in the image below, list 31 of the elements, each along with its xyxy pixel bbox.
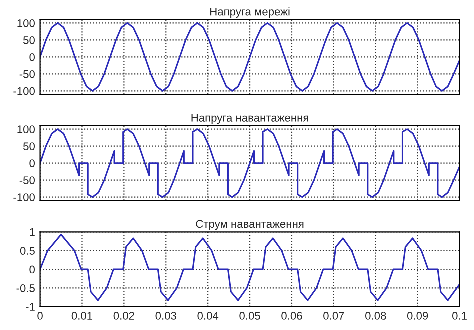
y-tick-label: 100	[18, 19, 35, 28]
chart-title: Струм навантаження	[196, 220, 304, 230]
line-series	[40, 128, 460, 198]
x-tick-label: 0.1	[452, 312, 467, 320]
x-tick-label: 0	[38, 312, 43, 320]
y-tick-label: 0	[30, 53, 35, 62]
line-series	[40, 22, 460, 92]
y-tick-label: 100	[18, 126, 35, 134]
x-tick-label: 0.06	[282, 312, 302, 320]
y-tick-label: -100	[14, 87, 35, 96]
y-tick-label: 0	[30, 160, 35, 168]
y-tick-label: -50	[20, 176, 35, 184]
chart-title: Напруга мережі	[210, 8, 290, 18]
x-tick-label: 0.07	[324, 312, 344, 320]
x-tick-label: 0.01	[72, 312, 93, 320]
y-tick-label: 0.5	[20, 247, 35, 255]
chart-title: Напруга навантаження	[192, 114, 308, 124]
y-tick-label: -50	[20, 70, 35, 78]
y-tick-label: 0	[30, 266, 35, 274]
y-tick-label: -0.5	[16, 284, 35, 292]
y-tick-label: -1	[26, 303, 35, 311]
x-tick-label: 0.03	[156, 312, 176, 320]
y-tick-label: 50	[24, 36, 35, 44]
x-tick-label: 0.02	[114, 312, 134, 320]
y-tick-label: -100	[14, 194, 35, 202]
y-tick-label: 50	[24, 142, 35, 150]
x-tick-label: 0.05	[240, 312, 260, 320]
x-tick-label: 0.09	[407, 312, 428, 320]
x-tick-label: 0.04	[198, 312, 219, 320]
x-tick-label: 0.08	[366, 312, 386, 320]
y-tick-label: 1	[30, 228, 35, 236]
